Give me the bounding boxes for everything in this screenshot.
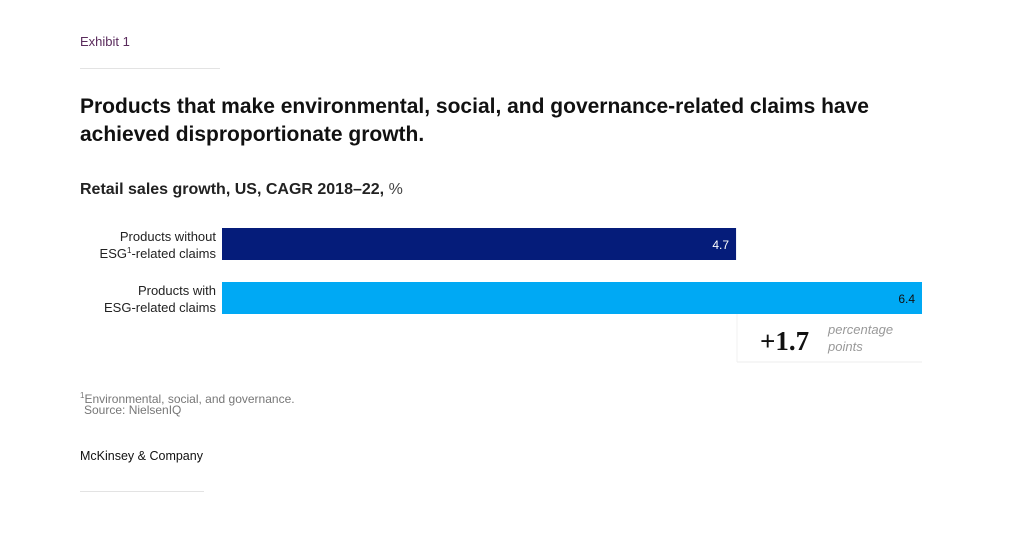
difference-annotation: +1.7 percentage points xyxy=(736,314,922,363)
footnote: 1Environmental, social, and governance. xyxy=(80,389,295,406)
top-divider xyxy=(80,68,220,69)
brand-name: McKinsey & Company xyxy=(80,449,203,463)
bar-without-esg xyxy=(222,228,737,260)
difference-value: +1.7 xyxy=(760,326,809,356)
category-label-line1: Products without xyxy=(120,229,216,244)
bar-with-esg xyxy=(222,282,922,314)
category-label-line2: ESG-related claims xyxy=(104,300,216,315)
category-label-line1: Products with xyxy=(138,283,216,298)
category-label-without-esg: Products without ESG1-related claims xyxy=(100,229,217,261)
subtitle-main: Retail sales growth, US, CAGR 2018–22, xyxy=(80,181,389,198)
category-label-line2: ESG1-related claims xyxy=(100,246,217,261)
value-label-with-esg: 6.4 xyxy=(898,292,915,306)
value-label-without-esg: 4.7 xyxy=(712,238,729,252)
footnote-marker: 1 xyxy=(80,391,85,400)
difference-unit-line1: percentage xyxy=(827,322,893,337)
chart-subtitle: Retail sales growth, US, CAGR 2018–22, % xyxy=(80,181,403,199)
category-label-esg: ESG xyxy=(100,246,127,261)
footnote-marker: 1 xyxy=(127,246,132,255)
exhibit-label: Exhibit 1 xyxy=(80,34,130,49)
category-label-rest: -related claims xyxy=(131,246,216,261)
bottom-divider xyxy=(80,491,204,492)
footnote-text: Environmental, social, and governance. xyxy=(84,392,295,406)
headline: Products that make environmental, social… xyxy=(80,95,869,146)
category-label-with-esg: Products with ESG-related claims xyxy=(104,283,216,315)
subtitle-unit: % xyxy=(388,181,403,198)
source-note: Source: NielsenIQ xyxy=(84,403,182,417)
difference-unit-line2: points xyxy=(827,339,863,354)
